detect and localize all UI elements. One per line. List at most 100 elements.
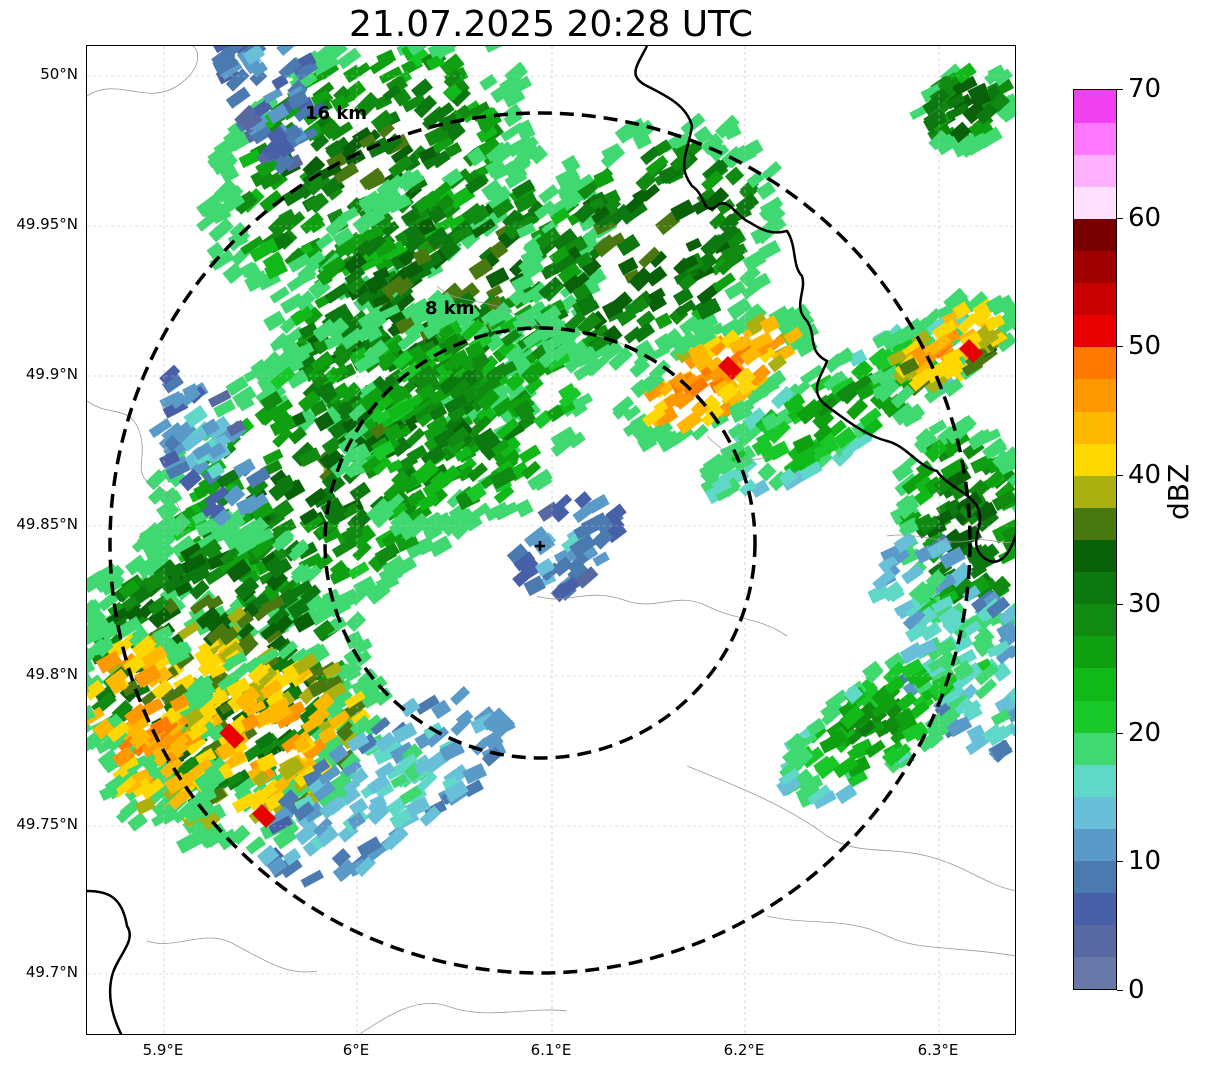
echo-cell [332,227,354,247]
echo-cell [277,756,305,781]
echo-cell [990,297,1014,316]
echo-cell [232,385,257,408]
echo-cell [249,527,275,547]
echo-cell [390,285,414,308]
echo-cell [485,267,510,289]
echo-cell [232,662,251,681]
echo-cell [290,539,309,557]
echo-cell [421,321,441,340]
echo-cell [348,402,369,422]
echo-cell [208,217,234,243]
echo-cell [329,567,354,585]
echo-cell [747,364,771,387]
echo-cell [288,426,308,445]
echo-cell [267,137,293,161]
echo-cell [304,665,327,685]
echo-cell [281,479,306,501]
echo-cell [423,511,444,530]
echo-cell [479,355,498,372]
echo-cell [218,626,240,646]
echo-cell [224,651,248,670]
echo-cell [516,222,537,239]
echo-cell [799,461,823,481]
echo-cell [685,237,703,252]
echo-cell [175,830,204,854]
echo-cell [624,193,646,214]
echo-cell [534,199,557,220]
echo-cell [145,469,167,491]
echo-cell [843,684,864,704]
echo-cell [343,251,368,275]
echo-cell [767,420,791,444]
colorbar-segment [1074,154,1116,187]
echo-cell [406,489,427,508]
echo-cell [940,459,964,480]
echo-cell [485,362,511,386]
echo-cell [724,227,747,250]
echo-cell [436,296,457,315]
colorbar-segment [1074,924,1116,958]
echo-cell [679,373,702,395]
echo-cell [251,125,273,145]
echo-cell [416,771,438,793]
echo-cell [701,170,724,192]
echo-cell [470,323,490,340]
echo-cell [213,178,238,203]
echo-cell [868,347,889,367]
echo-cell [189,579,210,600]
echo-cell [450,225,474,244]
echo-cell [374,761,396,780]
echo-cell [300,869,324,888]
echo-cell [227,229,251,252]
echo-cell [942,610,968,635]
echo-cell [966,724,986,743]
echo-cell [398,393,424,414]
echo-cell [488,185,512,208]
echo-cell [573,345,601,368]
colorbar-tick-label: 40 [1128,460,1162,491]
echo-cell [158,450,181,469]
echo-cell [389,741,416,765]
echo-cell [360,381,379,399]
echo-cell [345,611,367,632]
colorbar-segment [1074,443,1116,476]
echo-cell [268,557,293,580]
echo-cell [450,685,471,706]
echo-cell [189,566,211,585]
echo-cell [195,606,221,630]
echo-cell [998,605,1015,626]
echo-cell [358,190,382,212]
echo-cell [899,406,923,428]
echo-cell [372,293,391,308]
echo-cell [993,68,1013,87]
echo-cell [956,648,978,667]
echo-cell [952,659,975,681]
echo-cell [298,322,319,340]
echo-cell [493,501,519,521]
echo-cell [410,47,431,68]
echo-cell [321,527,342,544]
echo-cell [225,375,249,397]
echo-cell [592,551,610,567]
echo-cell [517,123,536,141]
echo-cell [142,537,168,560]
echo-cell [986,596,1011,619]
echo-cell [535,226,561,250]
echo-cell [374,410,392,425]
echo-cell [378,191,405,216]
echo-cell [245,466,271,489]
echo-cell [300,584,322,605]
echo-cell [751,436,773,456]
echo-cell [778,468,798,487]
echo-cell [541,336,561,353]
echo-cell [107,721,130,743]
echo-cell [354,855,377,877]
lat-tick-label: 49.8°N [25,665,78,683]
echo-cell [981,723,1003,743]
echo-cell [234,576,260,601]
echo-cell [954,62,977,84]
echo-cell [120,679,140,697]
echo-cell [395,293,415,312]
lon-tick-label: 6°E [342,1041,370,1059]
echo-cell [491,198,515,219]
